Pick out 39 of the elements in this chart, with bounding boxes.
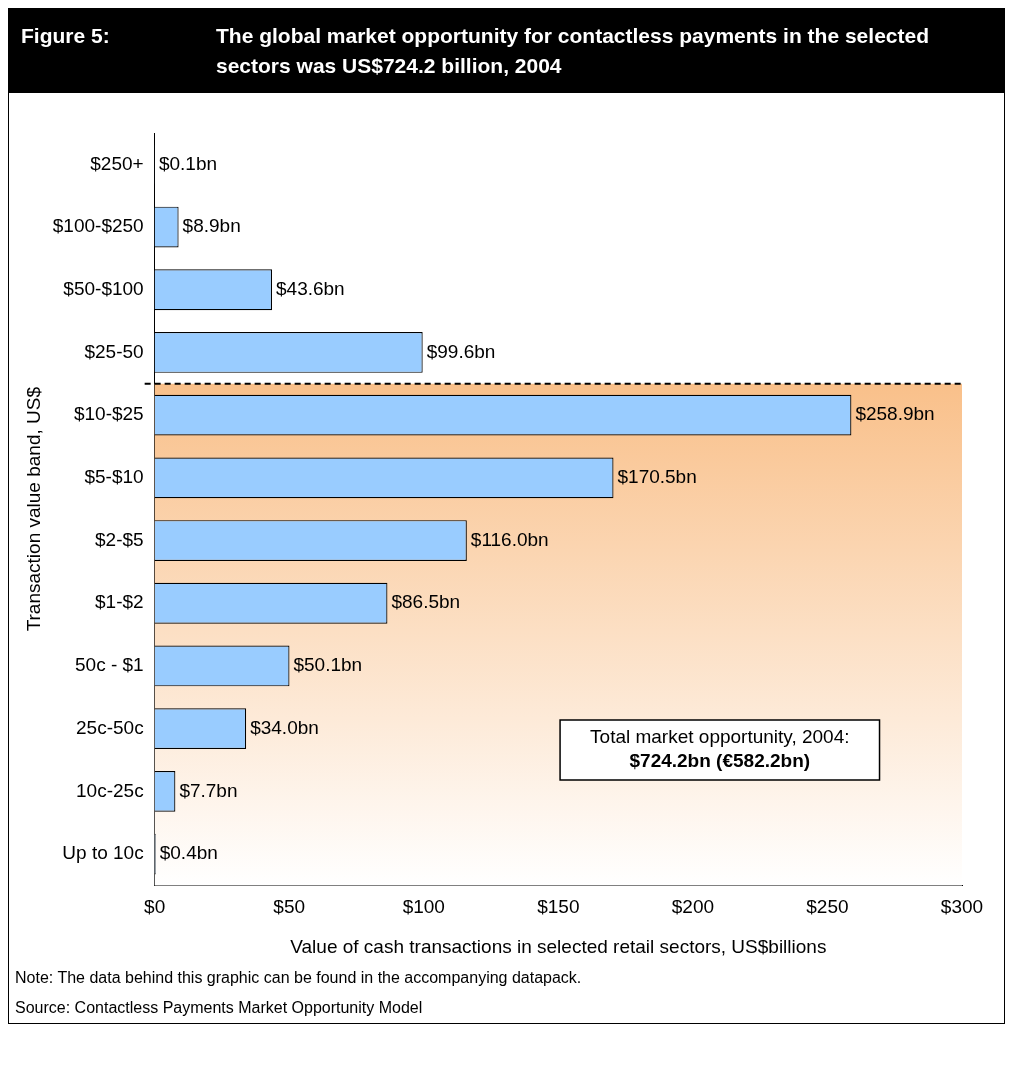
y-tick-label: 10c-25c — [76, 779, 144, 801]
y-tick-label: $5-$10 — [84, 466, 144, 488]
chart-subtitle: The global market opportunity for contactless payments in the selected sectors was US$724.2 billion, 2004 — [216, 23, 930, 79]
y-tick-label: $25-50 — [84, 340, 144, 362]
annotation: $724.2bn (€582.2bn) — [629, 750, 811, 772]
y-tick-label: $50-$100 — [63, 277, 144, 299]
data-label: $7.7bn — [179, 779, 238, 801]
y-tick-label: Up to 10c — [62, 842, 144, 864]
data-label: $258.9bn — [855, 403, 935, 425]
x-tick-label: $200 — [671, 896, 715, 918]
y-tick-label: 50c - $1 — [75, 654, 144, 676]
y-tick-label: $100-$250 — [52, 215, 144, 237]
y-tick-label: $250+ — [90, 152, 144, 174]
y-tick-label: $2-$5 — [95, 528, 144, 550]
data-label: $34.0bn — [250, 716, 319, 738]
y-axis-title: Transaction value band, US$ — [22, 386, 44, 632]
source-note: Source: Contactless Payments Market Opportunity Model — [14, 998, 424, 1018]
annotation: Total market opportunity, 2004: — [590, 726, 850, 748]
x-tick-label: $150 — [537, 896, 580, 918]
data-label: $99.6bn — [426, 340, 496, 362]
data-label: $0.4bn — [159, 842, 218, 864]
y-tick-label: $10-$25 — [73, 403, 144, 425]
data-label: $0.1bn — [158, 152, 218, 174]
x-tick-label: $50 — [273, 896, 306, 918]
data-label: $86.5bn — [391, 591, 461, 613]
data-label: $170.5bn — [617, 466, 697, 488]
data-label: $116.0bn — [470, 528, 549, 550]
chart-title: Figure 5: — [21, 23, 111, 49]
data-label: $43.6bn — [276, 277, 345, 299]
x-tick-label: $250 — [806, 896, 849, 918]
data-label: $8.9bn — [182, 215, 241, 237]
y-tick-label: $1-$2 — [95, 591, 144, 613]
x-tick-label: $300 — [940, 896, 984, 918]
text: Note: The data behind this graphic can be found in the accompanying datapack. — [14, 968, 583, 988]
y-tick-label: 25c-50c — [76, 716, 144, 738]
x-tick-label: $100 — [402, 896, 445, 918]
data-label: $50.1bn — [293, 654, 363, 676]
x-axis-title: Value of cash transactions in selected retail sectors, US$billions — [290, 935, 827, 957]
x-tick-label: $0 — [144, 896, 166, 918]
